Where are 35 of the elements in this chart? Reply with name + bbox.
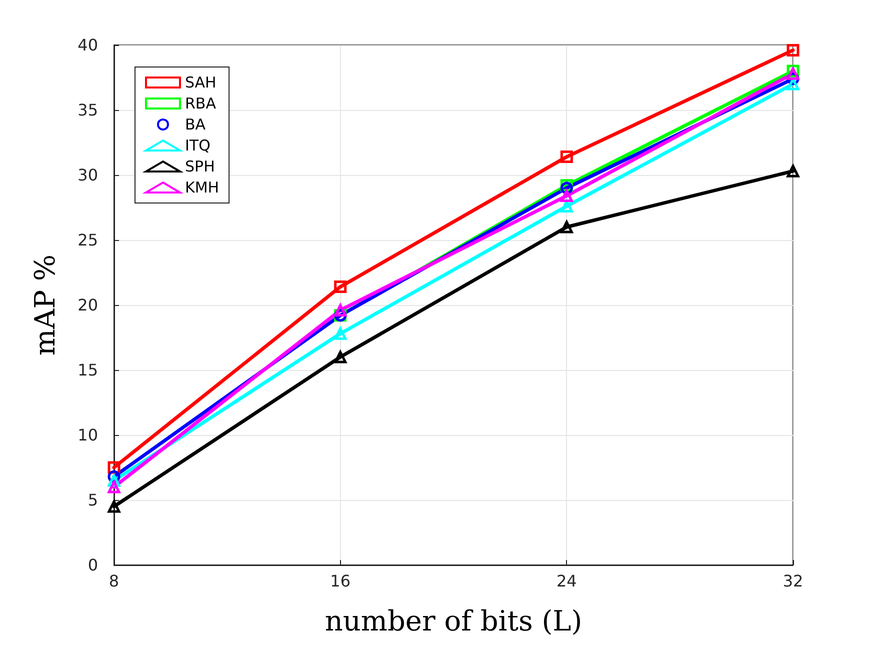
x-tick-label: 32 xyxy=(782,572,804,590)
point xyxy=(334,304,347,316)
legend-label: ITQ xyxy=(185,136,210,154)
point xyxy=(560,200,573,212)
x-tick-label: 16 xyxy=(330,572,351,590)
point xyxy=(334,327,347,340)
point xyxy=(560,190,573,202)
legend-label: RBA xyxy=(185,94,217,112)
point xyxy=(108,500,120,513)
y-tick-label: 25 xyxy=(78,230,98,250)
y-axis-title: mAP % xyxy=(28,254,62,356)
y-tick-label: 15 xyxy=(78,360,98,380)
legend-label: BA xyxy=(185,116,206,134)
legend-label: SPH xyxy=(185,158,215,176)
point xyxy=(334,280,347,294)
legend-label: KMH xyxy=(185,178,220,196)
point xyxy=(560,150,573,164)
point xyxy=(786,67,800,80)
y-tick-label: 30 xyxy=(78,166,98,184)
x-tick-label: 8 xyxy=(108,572,120,590)
x-tick-label: 24 xyxy=(556,572,577,590)
point xyxy=(334,350,347,364)
y-tick-label: 35 xyxy=(78,100,98,120)
point xyxy=(786,78,800,90)
point xyxy=(786,164,800,178)
y-tick-label: 40 xyxy=(78,36,98,54)
point xyxy=(786,44,800,56)
x-axis-title: number of bits (L) xyxy=(324,604,582,638)
point xyxy=(560,220,573,234)
legend-label: SAH xyxy=(185,74,216,92)
y-tick-label: 20 xyxy=(78,296,98,314)
y-tick-label: 10 xyxy=(78,426,98,444)
y-tick-label: 5 xyxy=(88,490,98,510)
point xyxy=(108,480,120,494)
y-tick-label: 0 xyxy=(88,556,98,574)
